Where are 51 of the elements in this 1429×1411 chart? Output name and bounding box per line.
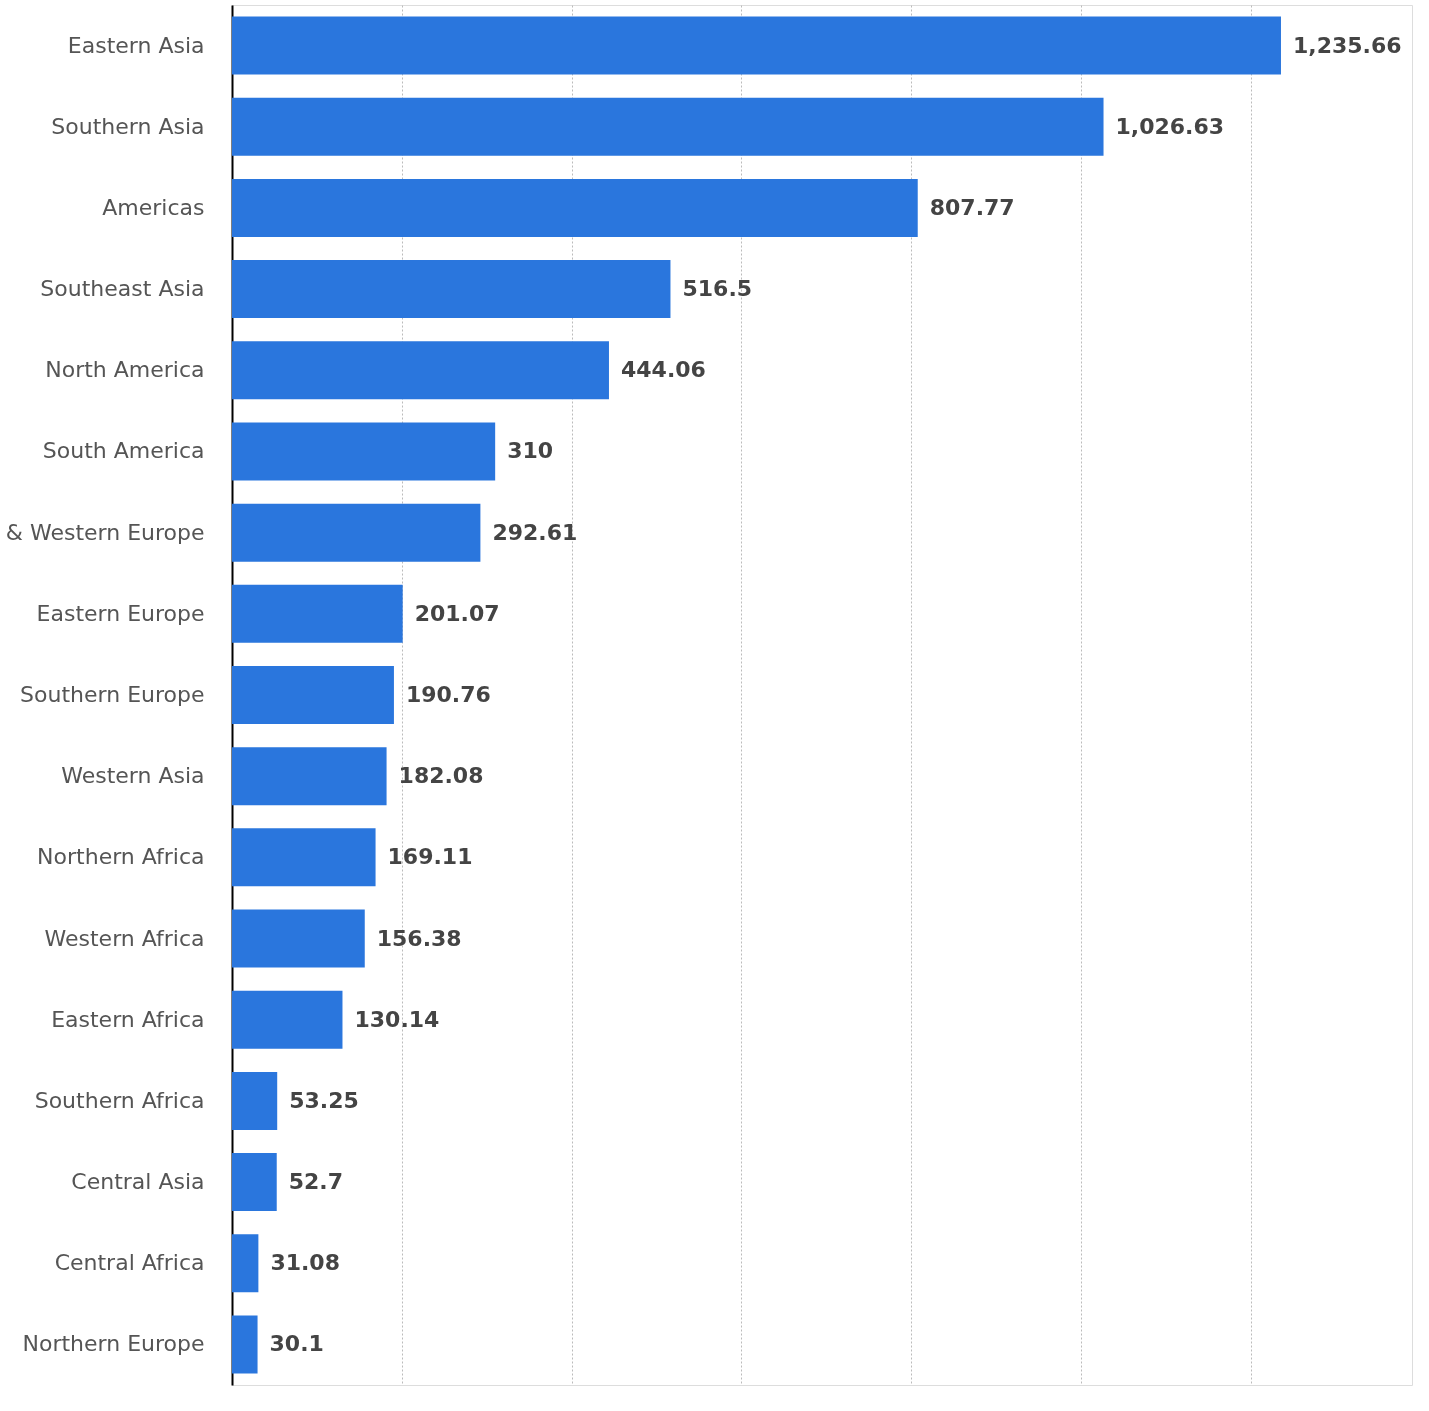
- bar: [232, 1315, 258, 1374]
- data-label: 53.25: [289, 1087, 359, 1113]
- y-tick-label: Western Africa: [44, 925, 205, 951]
- y-tick-label: Eastern Europe: [36, 600, 205, 626]
- data-label: 130.14: [354, 1006, 440, 1032]
- y-tick-label: Eastern Africa: [51, 1006, 205, 1032]
- y-tick-label: South America: [42, 438, 205, 464]
- data-label: 52.7: [288, 1169, 344, 1195]
- bar: [232, 1071, 278, 1130]
- data-label: 182.08: [398, 763, 484, 789]
- y-tick-label: Southern Europe: [20, 682, 205, 707]
- data-label: 30.1: [269, 1331, 324, 1357]
- data-label: 292.61: [492, 519, 578, 545]
- y-tick-label: North America: [45, 357, 205, 383]
- data-label: 169.11: [387, 844, 473, 870]
- y-tick-label: Southeast Asia: [40, 276, 205, 302]
- y-tick-label: Western Asia: [61, 763, 205, 789]
- bar: [232, 828, 376, 887]
- y-tick-label: Southern Africa: [34, 1087, 205, 1113]
- y-tick-label: Southern Asia: [51, 113, 205, 139]
- data-label: 1,026.63: [1115, 113, 1225, 139]
- bar: [232, 747, 387, 806]
- data-label: 310: [507, 438, 554, 464]
- data-label: 190.76: [405, 682, 491, 707]
- bar: [232, 97, 1104, 156]
- data-label: 516.5: [682, 276, 753, 302]
- data-label: 807.77: [929, 194, 1015, 220]
- bar: [232, 422, 496, 481]
- bar: [232, 16, 1281, 75]
- data-label: 156.38: [376, 925, 462, 951]
- data-label: 31.08: [270, 1250, 340, 1276]
- bar: [232, 260, 671, 319]
- bar: [232, 909, 365, 968]
- bar: [232, 1234, 259, 1293]
- bar: [232, 178, 918, 237]
- y-tick-label: & Western Europe: [5, 519, 205, 545]
- y-tick-label: Eastern Asia: [67, 32, 205, 58]
- y-tick-label: Northern Europe: [22, 1331, 205, 1357]
- y-tick-label: Central Africa: [54, 1250, 205, 1276]
- bar: [232, 503, 481, 562]
- y-tick-label: Americas: [102, 194, 205, 220]
- bar: [232, 990, 343, 1049]
- bar: [232, 584, 403, 643]
- data-label: 444.06: [620, 357, 706, 383]
- y-tick-label: Northern Africa: [37, 844, 205, 870]
- y-tick-label: Central Asia: [71, 1169, 205, 1195]
- data-label: 1,235.66: [1292, 32, 1402, 58]
- data-label: 201.07: [414, 600, 500, 626]
- bar: [232, 341, 609, 400]
- bar: [232, 1153, 277, 1212]
- bar: [232, 666, 394, 724]
